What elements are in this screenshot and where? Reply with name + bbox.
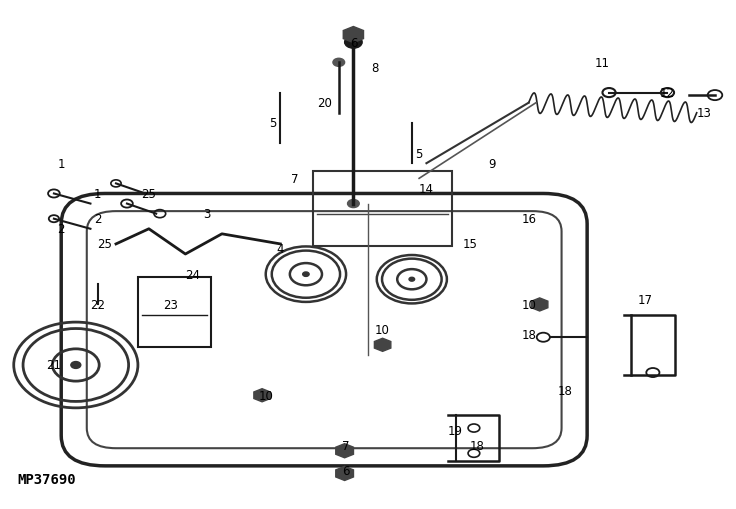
Text: 20: 20	[316, 97, 332, 110]
Text: 21: 21	[46, 359, 61, 372]
Text: 2: 2	[57, 223, 65, 236]
Text: 5: 5	[415, 147, 422, 160]
Circle shape	[344, 37, 362, 49]
Text: 7: 7	[342, 439, 350, 453]
Text: 25: 25	[98, 238, 113, 251]
Text: 4: 4	[277, 243, 284, 256]
Text: 22: 22	[91, 298, 105, 312]
Text: 10: 10	[521, 298, 536, 312]
Text: 25: 25	[141, 188, 156, 201]
Text: 16: 16	[521, 213, 537, 226]
Text: 7: 7	[291, 173, 299, 185]
Text: 13: 13	[696, 107, 712, 120]
Text: 11: 11	[594, 56, 609, 70]
Circle shape	[333, 59, 344, 67]
Text: 1: 1	[94, 188, 102, 201]
Text: 5: 5	[269, 117, 277, 130]
Circle shape	[71, 362, 81, 369]
Circle shape	[347, 200, 359, 208]
Circle shape	[409, 278, 414, 281]
Text: 18: 18	[521, 329, 536, 342]
Text: 24: 24	[185, 268, 200, 281]
Text: 10: 10	[375, 324, 390, 336]
Text: 18: 18	[558, 384, 573, 397]
Text: 23: 23	[163, 298, 178, 312]
Text: 1: 1	[57, 157, 65, 171]
Text: 8: 8	[372, 62, 379, 75]
Text: 9: 9	[489, 157, 496, 171]
Text: 10: 10	[258, 389, 273, 402]
Text: 18: 18	[470, 439, 485, 453]
Text: MP37690: MP37690	[18, 472, 76, 486]
Text: 14: 14	[419, 183, 434, 195]
Circle shape	[302, 272, 309, 277]
Text: 6: 6	[350, 37, 357, 49]
Text: 12: 12	[660, 87, 675, 100]
Text: 3: 3	[204, 208, 211, 221]
Text: 15: 15	[463, 238, 478, 251]
Text: 2: 2	[94, 213, 102, 226]
Text: 17: 17	[638, 293, 653, 306]
Text: 6: 6	[342, 465, 350, 477]
Text: 19: 19	[448, 424, 463, 437]
